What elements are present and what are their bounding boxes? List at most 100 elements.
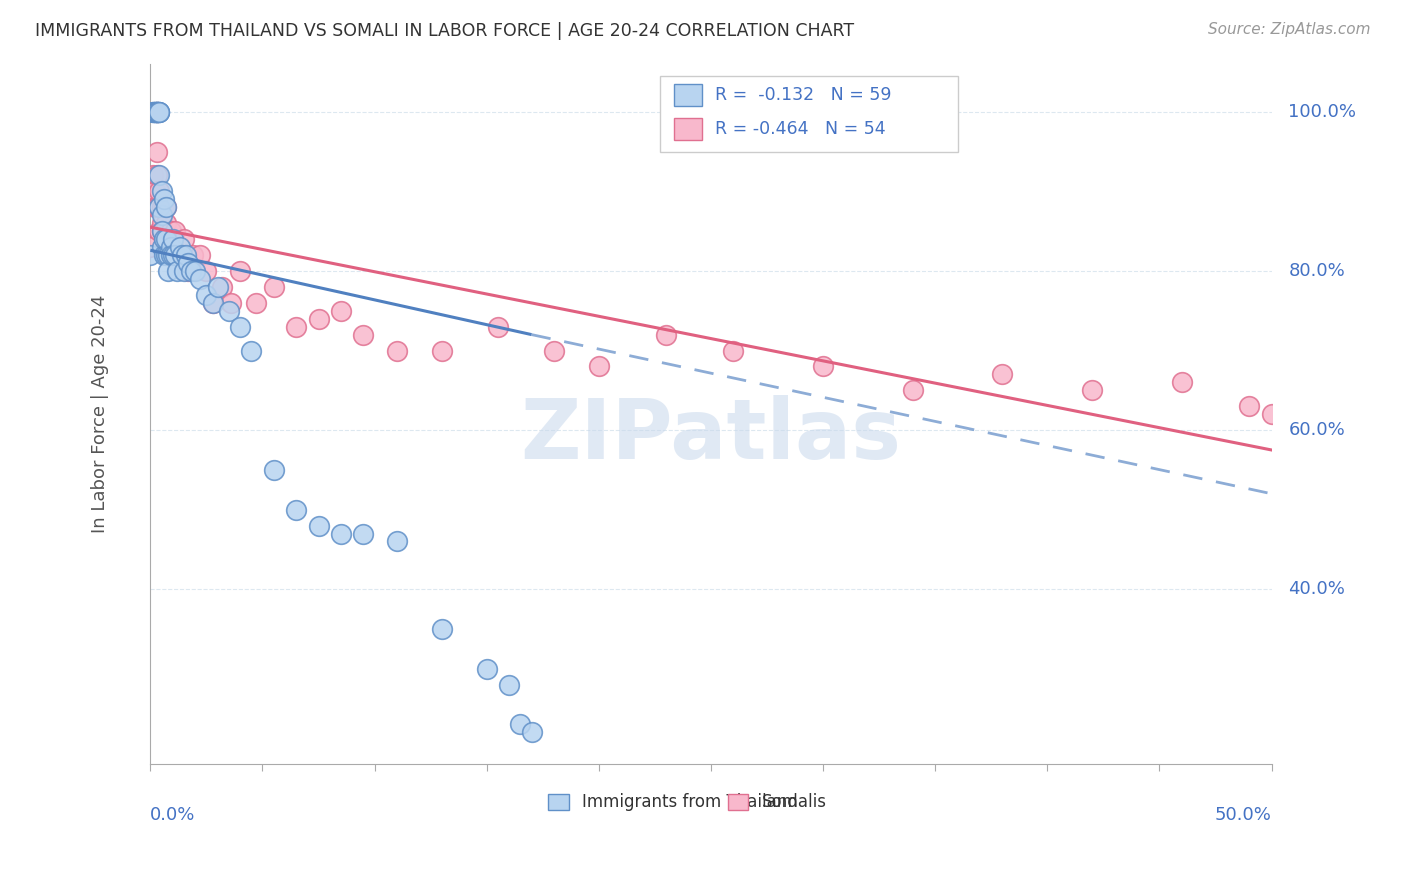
- Bar: [728, 795, 748, 810]
- Point: [385, 534, 408, 549]
- Point: [143, 185, 166, 199]
- Point: [195, 264, 218, 278]
- Text: 100.0%: 100.0%: [1288, 103, 1357, 120]
- Point: [146, 145, 169, 159]
- Point: [162, 232, 184, 246]
- Point: [285, 319, 308, 334]
- Point: [486, 319, 509, 334]
- Point: [163, 248, 186, 262]
- Point: [146, 104, 169, 119]
- Point: [146, 104, 169, 119]
- Point: [188, 272, 211, 286]
- Text: Immigrants from Thailand: Immigrants from Thailand: [582, 793, 797, 811]
- Bar: [548, 795, 568, 810]
- Point: [352, 327, 374, 342]
- Point: [811, 359, 834, 374]
- Text: Somalis: Somalis: [762, 793, 827, 811]
- Point: [148, 104, 170, 119]
- Point: [430, 622, 453, 636]
- Text: Source: ZipAtlas.com: Source: ZipAtlas.com: [1208, 22, 1371, 37]
- Point: [150, 200, 173, 214]
- Point: [143, 200, 166, 214]
- Point: [509, 717, 531, 731]
- Point: [520, 725, 543, 739]
- Point: [142, 104, 165, 119]
- Point: [150, 224, 173, 238]
- Point: [148, 104, 170, 119]
- Point: [1171, 376, 1194, 390]
- Point: [218, 303, 240, 318]
- Point: [263, 463, 285, 477]
- Point: [148, 224, 170, 238]
- Point: [181, 248, 204, 262]
- Point: [1237, 399, 1260, 413]
- Text: 60.0%: 60.0%: [1288, 421, 1346, 439]
- Point: [150, 208, 173, 222]
- Point: [285, 502, 308, 516]
- Point: [229, 264, 252, 278]
- Point: [352, 526, 374, 541]
- Point: [155, 216, 177, 230]
- Point: [150, 224, 173, 238]
- Bar: [673, 84, 702, 106]
- Point: [155, 200, 177, 214]
- Point: [991, 368, 1014, 382]
- Point: [153, 232, 176, 246]
- Point: [330, 526, 353, 541]
- Point: [207, 280, 229, 294]
- Point: [169, 248, 191, 262]
- Point: [385, 343, 408, 358]
- Point: [240, 343, 263, 358]
- Point: [723, 343, 745, 358]
- Point: [202, 295, 225, 310]
- Point: [153, 248, 176, 262]
- Point: [263, 280, 285, 294]
- Point: [543, 343, 565, 358]
- Point: [153, 200, 176, 214]
- Point: [146, 169, 169, 183]
- Point: [143, 104, 166, 119]
- Text: R = -0.464   N = 54: R = -0.464 N = 54: [716, 120, 886, 138]
- Point: [155, 200, 177, 214]
- Point: [211, 280, 233, 294]
- Point: [148, 200, 170, 214]
- Text: In Labor Force | Age 20-24: In Labor Force | Age 20-24: [91, 295, 108, 533]
- Bar: [673, 118, 702, 140]
- Point: [139, 240, 162, 254]
- Point: [146, 104, 169, 119]
- Point: [153, 232, 176, 246]
- Point: [153, 192, 176, 206]
- Point: [330, 303, 353, 318]
- Point: [157, 232, 180, 246]
- Point: [150, 185, 173, 199]
- Text: 0.0%: 0.0%: [150, 806, 195, 824]
- Point: [170, 248, 193, 262]
- Point: [142, 169, 165, 183]
- Text: 50.0%: 50.0%: [1215, 806, 1271, 824]
- Point: [308, 311, 330, 326]
- Point: [148, 104, 170, 119]
- Point: [157, 264, 180, 278]
- Point: [308, 518, 330, 533]
- Point: [146, 104, 169, 119]
- Point: [150, 240, 173, 254]
- Point: [588, 359, 610, 374]
- Text: ZIPatlas: ZIPatlas: [520, 394, 901, 475]
- Point: [177, 256, 200, 270]
- Point: [177, 264, 200, 278]
- Point: [229, 319, 252, 334]
- Point: [166, 248, 188, 262]
- Point: [901, 384, 924, 398]
- Point: [155, 232, 177, 246]
- Point: [157, 248, 180, 262]
- Point: [159, 240, 181, 254]
- Point: [180, 264, 202, 278]
- Point: [139, 248, 162, 262]
- Text: 80.0%: 80.0%: [1288, 262, 1346, 280]
- Point: [166, 264, 188, 278]
- Point: [174, 248, 197, 262]
- Text: IMMIGRANTS FROM THAILAND VS SOMALI IN LABOR FORCE | AGE 20-24 CORRELATION CHART: IMMIGRANTS FROM THAILAND VS SOMALI IN LA…: [35, 22, 855, 40]
- FancyBboxPatch shape: [661, 76, 957, 152]
- Point: [146, 200, 169, 214]
- Point: [143, 104, 166, 119]
